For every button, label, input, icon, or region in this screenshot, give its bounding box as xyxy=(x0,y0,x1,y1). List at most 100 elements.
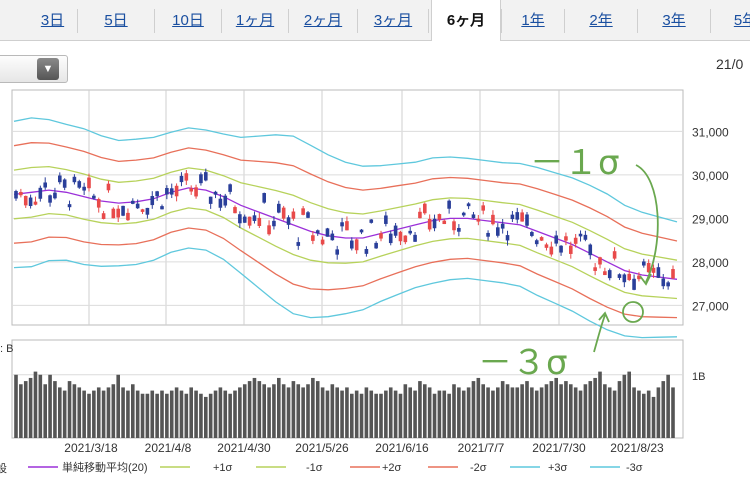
candle-body xyxy=(603,271,607,276)
tab-separator xyxy=(710,9,711,33)
candle-body xyxy=(38,187,43,199)
volume-bar xyxy=(525,381,529,438)
candle-body xyxy=(427,218,432,230)
volume-bar xyxy=(564,381,568,438)
volume-bar xyxy=(554,377,558,438)
volume-bar xyxy=(510,387,515,438)
chart-type-dropdown[interactable]: ▼ xyxy=(0,55,68,83)
volume-bar xyxy=(296,384,301,438)
volume-bar xyxy=(481,384,485,438)
candle-body xyxy=(169,188,174,195)
candle-body xyxy=(515,212,520,220)
candle-body xyxy=(28,197,33,207)
legend-item: +3σ xyxy=(548,462,568,474)
tab-separator xyxy=(288,9,289,33)
volume-bar xyxy=(267,387,271,438)
candle-body xyxy=(510,214,515,220)
volume-bar xyxy=(432,393,437,438)
volume-bar xyxy=(374,393,378,438)
volume-bar xyxy=(131,384,135,438)
legend-item: -3σ xyxy=(626,462,643,474)
candle-body xyxy=(549,246,554,255)
candle-body xyxy=(242,216,247,223)
candle-body xyxy=(554,235,558,244)
candle-body xyxy=(345,221,349,231)
candle-body xyxy=(111,208,116,219)
volume-bar xyxy=(53,381,57,438)
tab-2[interactable]: 10日 xyxy=(172,12,204,29)
volume-bar xyxy=(598,371,602,438)
volume-bar xyxy=(359,393,364,438)
price-tick-label: 30,000 xyxy=(692,169,729,183)
candle-body xyxy=(642,261,646,266)
candle-body xyxy=(646,263,651,273)
x-tick-label: 2021/4/8 xyxy=(145,441,192,455)
x-tick-label: 2021/8/23 xyxy=(610,441,664,455)
candle-body xyxy=(539,237,544,241)
tab-7[interactable]: 1年 xyxy=(521,12,545,29)
candle-body xyxy=(335,249,339,255)
candle-body xyxy=(53,192,57,199)
annotation-circle xyxy=(622,301,644,323)
volume-bar xyxy=(43,384,47,438)
tab-separator xyxy=(501,9,502,33)
candle-body xyxy=(398,231,403,242)
volume-bar xyxy=(92,390,96,438)
volume-bar xyxy=(281,384,286,438)
volume-bar xyxy=(345,387,349,438)
volume-bar xyxy=(408,387,412,438)
legend-item: 単純移動平均(20) xyxy=(62,460,148,474)
volume-bar xyxy=(423,384,427,438)
volume-bar xyxy=(549,381,554,438)
candle-body xyxy=(481,205,485,211)
tab-5[interactable]: 3ヶ月 xyxy=(373,12,413,29)
volume-bar xyxy=(247,381,252,438)
volume-tick-label: 1B xyxy=(692,371,705,383)
candle-body xyxy=(651,267,656,273)
tab-3[interactable]: 1ヶ月 xyxy=(235,12,275,29)
candle-body xyxy=(247,216,252,226)
volume-bar xyxy=(242,384,247,438)
annotation-minus3-sigma: －３σ xyxy=(478,343,568,383)
volume-bar xyxy=(160,390,164,438)
candle-body xyxy=(408,230,412,234)
volume-bar xyxy=(364,387,369,438)
volume-bar xyxy=(466,387,471,438)
candle-body xyxy=(126,212,130,221)
tab-0[interactable]: 3日 xyxy=(40,12,65,29)
candle-body xyxy=(14,191,18,199)
candle-body xyxy=(486,232,490,237)
tab-6[interactable]: 6ヶ月 xyxy=(431,0,501,41)
candle-body xyxy=(228,184,232,192)
tab-1[interactable]: 5日 xyxy=(104,12,128,29)
x-tick-label: 2021/6/16 xyxy=(375,441,429,455)
candle-body xyxy=(578,233,583,237)
tab-8[interactable]: 2年 xyxy=(589,12,613,29)
candle-body xyxy=(267,225,271,235)
candle-body xyxy=(637,275,641,280)
candle-body xyxy=(573,237,578,244)
volume-bar xyxy=(491,390,495,438)
candle-body xyxy=(101,213,106,219)
volume-bar xyxy=(204,396,208,438)
candle-body xyxy=(238,214,242,224)
volume-bar xyxy=(651,396,656,438)
volume-bar xyxy=(622,374,627,438)
tab-4[interactable]: 2ヶ月 xyxy=(303,12,343,29)
volume-bar xyxy=(457,387,461,438)
volume-bar xyxy=(646,390,651,438)
volume-bar xyxy=(642,393,646,438)
volume-bar xyxy=(223,390,228,438)
volume-bar xyxy=(505,384,510,438)
chevron-down-icon[interactable]: ▼ xyxy=(37,58,59,80)
tab-10[interactable]: 5年 xyxy=(733,12,750,29)
candle-body xyxy=(491,214,495,225)
candle-body xyxy=(559,245,563,253)
volume-bar xyxy=(354,390,359,438)
candle-body xyxy=(432,218,437,229)
volume-bar xyxy=(666,374,670,438)
tab-9[interactable]: 3年 xyxy=(662,12,686,29)
candle-body xyxy=(257,217,262,226)
candle-body xyxy=(471,214,476,219)
candle-body xyxy=(612,251,617,259)
